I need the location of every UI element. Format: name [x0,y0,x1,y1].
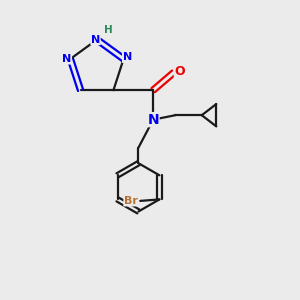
Text: N: N [122,52,132,62]
Text: N: N [62,54,71,64]
Text: N: N [147,112,159,127]
Text: Br: Br [124,196,138,206]
Text: O: O [174,64,185,77]
Text: H: H [104,25,112,35]
Text: N: N [91,34,100,45]
